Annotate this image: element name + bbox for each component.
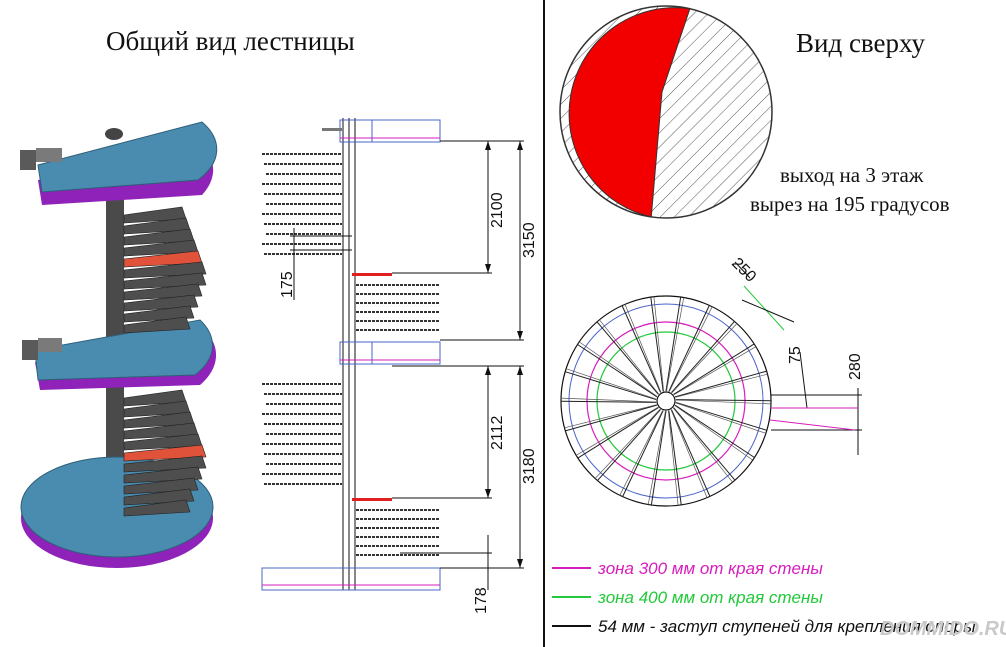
red-step-marker-lower xyxy=(352,498,392,501)
side-elevation-drawing: 2100 3150 175 2112 3180 178 xyxy=(261,118,538,614)
plan-spoke xyxy=(671,321,735,393)
plan-spoke-edge xyxy=(674,405,753,461)
upper-step-fan xyxy=(123,206,207,334)
plan-spoke xyxy=(621,305,662,393)
plan-spoke xyxy=(560,400,657,403)
plan-spoke xyxy=(622,410,664,497)
plan-spoke-edge xyxy=(579,341,658,397)
plan-spoke xyxy=(597,409,661,481)
elevation-dimension-lines xyxy=(290,140,524,590)
plan-spoke-edge xyxy=(653,296,665,392)
legend: зона 300 мм от края стены зона 400 мм от… xyxy=(552,559,976,636)
pie-cutout-sector xyxy=(568,7,691,218)
plan-spoke-edge xyxy=(671,323,738,394)
step-tread xyxy=(123,316,191,334)
top-railing-stub xyxy=(20,148,62,170)
plan-spoke-edge xyxy=(670,409,708,498)
vertical-divider xyxy=(543,0,545,647)
dimension-250: 250 xyxy=(728,255,759,286)
plan-spoke xyxy=(668,305,710,392)
plan-spoke xyxy=(596,321,659,395)
plan-spoke-edge xyxy=(575,406,659,456)
plan-view-drawing: 250 75 280 xyxy=(560,255,864,507)
plan-spoke-edge xyxy=(672,407,733,483)
plan-spoke-edge xyxy=(561,397,657,403)
step-tread xyxy=(123,444,207,462)
plan-zone-400 xyxy=(596,331,736,471)
cutout-note: вырез на 195 градусов xyxy=(750,192,950,216)
step-tread xyxy=(123,466,203,484)
red-step-marker-upper xyxy=(352,273,392,276)
step-tread xyxy=(123,283,203,301)
lower-step-fan xyxy=(123,389,207,517)
plan-spoke-edge xyxy=(675,399,771,405)
middle-platform xyxy=(34,319,213,381)
plan-spoke xyxy=(650,410,667,506)
plan-spoke-edge xyxy=(673,346,757,396)
plan-spoke-edge xyxy=(565,368,657,400)
plan-spoke-edge xyxy=(675,373,768,398)
plan-spoke xyxy=(674,404,755,458)
plan-spoke-edge xyxy=(624,304,662,393)
plan-spoke xyxy=(670,409,711,497)
plan-spoke xyxy=(650,297,664,392)
plan-spoke-edge xyxy=(668,306,713,392)
plan-spoke xyxy=(668,410,682,505)
middle-platform-outline xyxy=(339,341,441,365)
plan-spoke xyxy=(577,344,658,398)
dimension-75: 75 xyxy=(787,346,804,364)
legend-label-step-overlap: 54 мм - заступ ступеней для крепления оп… xyxy=(598,617,976,636)
top-view-pie xyxy=(559,5,773,219)
plan-dimension-lines xyxy=(734,261,862,455)
plan-step-spokes xyxy=(560,296,772,506)
step-tread xyxy=(123,272,207,290)
dimension-175: 175 xyxy=(279,271,296,298)
general-view-title: Общий вид лестницы xyxy=(106,26,355,56)
plan-spoke xyxy=(675,401,767,431)
pole-cap xyxy=(105,128,123,140)
step-tread xyxy=(123,261,207,279)
dimension-178: 178 xyxy=(473,587,490,614)
plan-spoke-edge xyxy=(667,410,679,506)
plan-spoke xyxy=(673,343,755,395)
plan-spoke xyxy=(675,399,772,402)
plan-spoke-edge xyxy=(675,402,767,434)
plan-spoke-edge xyxy=(666,297,685,392)
bottom-platform-outline xyxy=(261,567,441,591)
top-view-title: Вид сверху xyxy=(796,28,925,58)
dimension-280: 280 xyxy=(847,353,864,380)
plan-spoke-edge xyxy=(594,408,661,479)
dimension-2100: 2100 xyxy=(489,192,506,228)
exit-note: выход на 3 этаж xyxy=(780,163,924,187)
plan-outer-circle xyxy=(560,295,772,507)
legend-label-zone-400: зона 400 мм от края стены xyxy=(597,588,823,607)
plan-zone-300 xyxy=(586,321,746,481)
elevation-steps xyxy=(262,153,440,556)
plan-spoke xyxy=(577,407,659,459)
plan-spoke-edge xyxy=(564,404,657,429)
plan-spoke xyxy=(673,407,736,481)
plan-spoke xyxy=(674,370,767,398)
staircase-3d-illustration xyxy=(20,121,218,568)
step-tread xyxy=(123,499,191,517)
plan-spoke xyxy=(665,296,682,392)
dimension-2112: 2112 xyxy=(489,415,506,450)
legend-label-zone-300: зона 300 мм от края стены xyxy=(597,559,823,578)
plan-spoke xyxy=(565,404,658,432)
middle-railing-stub xyxy=(22,338,62,360)
plan-spoke-edge xyxy=(647,410,666,505)
watermark: DOMMIDO.RU xyxy=(880,618,1006,640)
top-platform xyxy=(37,121,218,193)
plan-center-pole xyxy=(656,391,676,411)
elevation-dimension-arrows xyxy=(485,141,523,568)
dimension-3180: 3180 xyxy=(521,448,538,484)
plan-spoke-edge xyxy=(619,410,664,496)
dimension-3150: 3150 xyxy=(521,222,538,258)
plan-spoke xyxy=(565,371,657,401)
step-tread xyxy=(123,455,207,473)
plan-spoke-edge xyxy=(599,319,660,395)
